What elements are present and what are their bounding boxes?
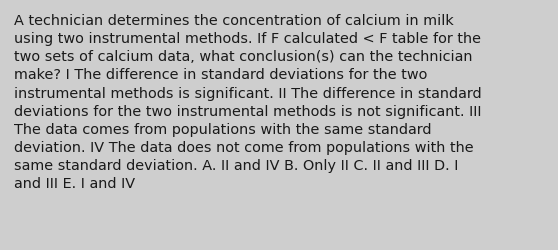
- Text: A technician determines the concentration of calcium in milk
using two instrumen: A technician determines the concentratio…: [14, 14, 482, 191]
